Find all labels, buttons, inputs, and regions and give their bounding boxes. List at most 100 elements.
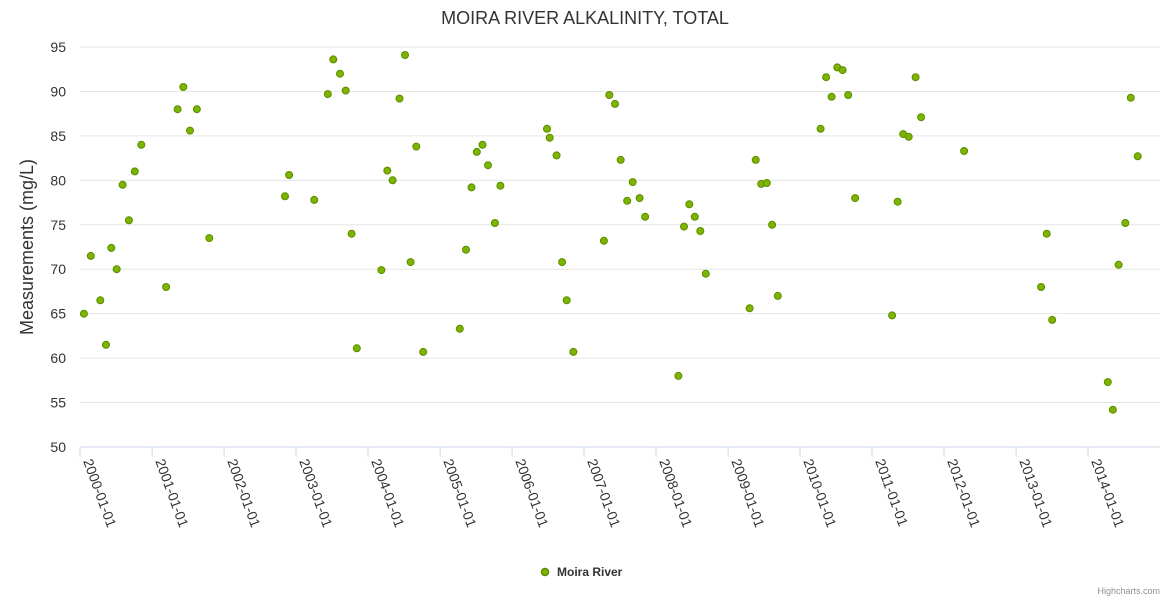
data-point[interactable] <box>690 212 699 221</box>
data-point[interactable] <box>545 133 554 142</box>
data-point[interactable] <box>674 371 683 380</box>
data-point[interactable] <box>484 161 492 170</box>
data-point[interactable] <box>851 194 860 203</box>
data-point[interactable] <box>401 51 409 59</box>
data-point[interactable] <box>179 83 188 91</box>
data-point[interactable] <box>1037 283 1046 291</box>
data-point[interactable] <box>352 344 361 353</box>
data-point[interactable] <box>124 216 133 225</box>
data-point[interactable] <box>192 105 201 114</box>
data-point[interactable] <box>496 181 505 190</box>
data-point[interactable] <box>911 73 920 82</box>
data-point[interactable] <box>616 155 625 164</box>
data-point[interactable] <box>281 192 289 201</box>
data-point[interactable] <box>1103 378 1112 387</box>
data-point[interactable] <box>1126 93 1135 102</box>
data-point[interactable] <box>395 94 404 103</box>
chart-title: MOIRA RIVER ALKALINITY, TOTAL <box>441 8 729 28</box>
data-point[interactable] <box>79 309 88 318</box>
credits-link[interactable]: Highcharts.com <box>1097 586 1160 596</box>
data-point[interactable] <box>605 91 614 99</box>
data-point[interactable] <box>696 227 705 235</box>
data-point[interactable] <box>701 269 710 278</box>
data-point[interactable] <box>904 132 913 141</box>
data-point[interactable] <box>341 86 350 95</box>
data-point[interactable] <box>838 66 847 75</box>
data-point[interactable] <box>635 194 644 203</box>
data-point[interactable] <box>822 73 831 82</box>
data-point[interactable] <box>162 283 171 291</box>
data-point[interactable] <box>490 219 499 227</box>
data-point[interactable] <box>827 92 836 101</box>
data-point[interactable] <box>112 265 121 274</box>
data-point[interactable] <box>751 155 760 164</box>
data-point[interactable] <box>1048 315 1057 324</box>
y-tick-label: 85 <box>50 128 66 144</box>
data-point[interactable] <box>455 324 464 333</box>
data-point[interactable] <box>599 236 608 245</box>
data-point[interactable] <box>816 124 825 133</box>
data-point[interactable] <box>186 126 194 135</box>
data-point[interactable] <box>893 197 902 206</box>
y-tick-label: 80 <box>50 172 66 188</box>
data-point[interactable] <box>310 195 319 204</box>
data-point[interactable] <box>762 179 771 187</box>
data-point[interactable] <box>406 258 415 267</box>
data-point[interactable] <box>173 105 182 114</box>
data-point[interactable] <box>377 266 386 275</box>
data-point[interactable] <box>130 167 139 176</box>
data-point[interactable] <box>107 243 116 252</box>
data-point[interactable] <box>960 147 969 155</box>
legend-item-moira-river[interactable]: Moira River <box>557 565 623 579</box>
y-tick-label: 75 <box>50 217 66 233</box>
data-point[interactable] <box>745 304 754 313</box>
y-tick-label: 70 <box>50 261 66 277</box>
data-point[interactable] <box>388 176 397 185</box>
data-point[interactable] <box>1114 260 1123 269</box>
data-point[interactable] <box>628 178 637 187</box>
data-point[interactable] <box>383 166 392 175</box>
data-point[interactable] <box>1108 405 1117 414</box>
data-point[interactable] <box>467 183 476 192</box>
data-point[interactable] <box>472 147 481 156</box>
data-point[interactable] <box>917 113 926 122</box>
data-point[interactable] <box>1133 152 1142 161</box>
data-point[interactable] <box>888 311 897 320</box>
data-point[interactable] <box>1042 229 1051 238</box>
data-point[interactable] <box>680 222 688 231</box>
data-point[interactable] <box>412 142 421 151</box>
data-point[interactable] <box>685 200 694 209</box>
data-point[interactable] <box>102 340 110 349</box>
y-axis-label: Measurements (mg/L) <box>17 159 37 335</box>
data-point[interactable] <box>336 69 344 78</box>
data-point[interactable] <box>543 124 551 133</box>
data-point[interactable] <box>118 180 127 189</box>
data-point[interactable] <box>569 347 578 356</box>
data-point[interactable] <box>562 296 571 305</box>
y-tick-label: 50 <box>50 439 66 455</box>
data-point[interactable] <box>773 291 782 300</box>
data-point[interactable] <box>205 234 214 243</box>
data-point[interactable] <box>558 258 567 267</box>
data-point[interactable] <box>844 91 853 99</box>
data-point[interactable] <box>462 245 470 254</box>
data-point[interactable] <box>1121 219 1130 227</box>
data-point[interactable] <box>329 55 338 64</box>
data-point[interactable] <box>323 90 332 99</box>
y-tick-label: 95 <box>50 39 66 55</box>
data-point[interactable] <box>552 151 561 160</box>
data-point[interactable] <box>611 99 619 108</box>
data-point[interactable] <box>86 251 95 260</box>
data-point[interactable] <box>623 196 632 205</box>
data-point[interactable] <box>137 140 146 149</box>
data-point[interactable] <box>285 171 294 179</box>
data-point[interactable] <box>96 296 105 305</box>
data-point[interactable] <box>347 229 356 238</box>
data-point[interactable] <box>478 140 487 149</box>
legend[interactable]: Moira River <box>540 565 623 579</box>
data-point[interactable] <box>419 347 428 356</box>
data-point[interactable] <box>768 220 777 229</box>
data-point[interactable] <box>641 212 650 221</box>
